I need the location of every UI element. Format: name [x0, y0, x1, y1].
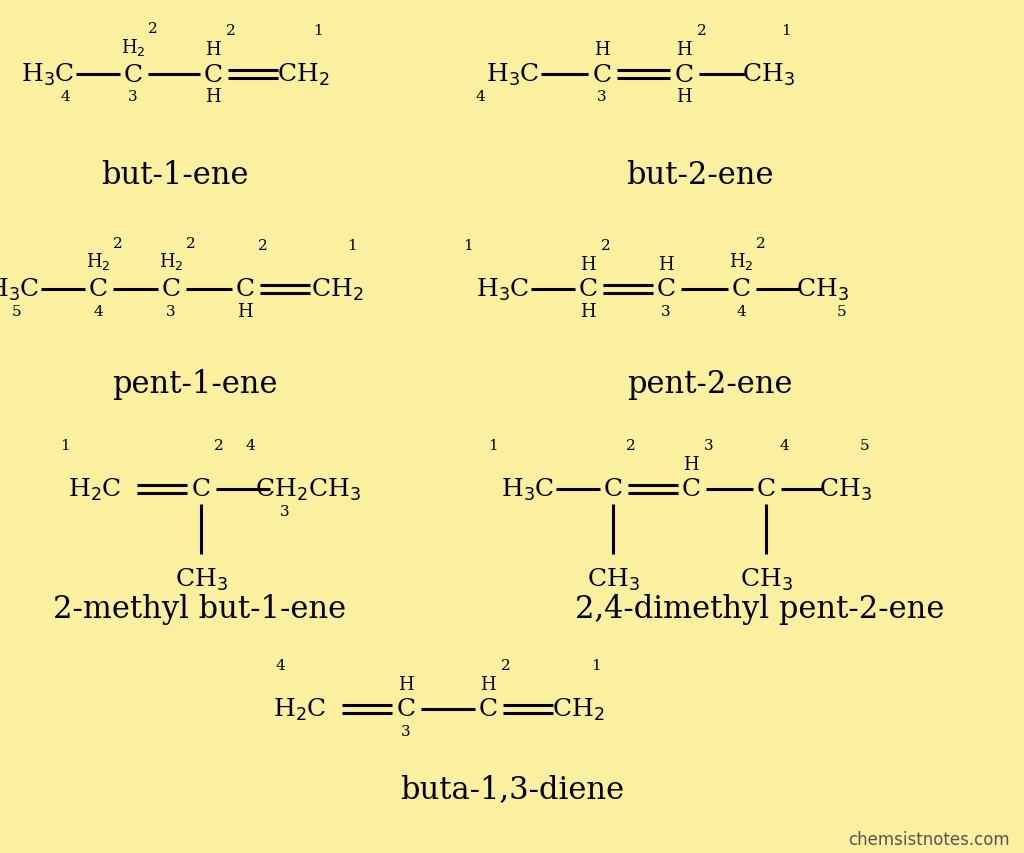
Text: H$_2$: H$_2$ [729, 251, 754, 272]
Text: H$_3$C: H$_3$C [0, 276, 40, 303]
Text: C: C [579, 278, 598, 301]
Text: 2-methyl but-1-ene: 2-methyl but-1-ene [53, 594, 346, 624]
Text: 2: 2 [148, 22, 158, 36]
Text: CH$_3$: CH$_3$ [587, 566, 639, 592]
Text: 5: 5 [838, 305, 847, 319]
Text: H$_3$C: H$_3$C [476, 276, 530, 303]
Text: 1: 1 [781, 24, 791, 38]
Text: buta-1,3-diene: buta-1,3-diene [400, 774, 624, 804]
Text: 2: 2 [601, 239, 611, 252]
Text: H: H [676, 41, 692, 59]
Text: H: H [480, 676, 496, 693]
Text: C: C [396, 698, 416, 721]
Text: CH$_3$: CH$_3$ [818, 476, 871, 502]
Text: CH$_3$: CH$_3$ [174, 566, 227, 592]
Text: C: C [162, 278, 180, 301]
Text: 5: 5 [12, 305, 22, 319]
Text: 3: 3 [597, 90, 607, 104]
Text: 3: 3 [281, 504, 290, 519]
Text: C: C [204, 63, 222, 86]
Text: 2: 2 [226, 24, 236, 38]
Text: 4: 4 [60, 90, 70, 104]
Text: 3: 3 [662, 305, 671, 319]
Text: H: H [581, 303, 596, 321]
Text: C: C [757, 478, 775, 501]
Text: 4: 4 [736, 305, 745, 319]
Text: H: H [658, 256, 674, 274]
Text: C: C [478, 698, 498, 721]
Text: 4: 4 [93, 305, 102, 319]
Text: CH$_3$: CH$_3$ [796, 276, 849, 303]
Text: 4: 4 [779, 438, 788, 452]
Text: 2: 2 [697, 24, 707, 38]
Text: 3: 3 [128, 90, 138, 104]
Text: 2: 2 [756, 237, 766, 251]
Text: C: C [681, 478, 700, 501]
Text: H$_3$C: H$_3$C [502, 476, 555, 502]
Text: 4: 4 [475, 90, 485, 104]
Text: H: H [581, 256, 596, 274]
Text: H: H [205, 41, 221, 59]
Text: H: H [238, 303, 253, 321]
Text: C: C [124, 63, 142, 86]
Text: H: H [676, 88, 692, 106]
Text: but-2-ene: but-2-ene [627, 160, 774, 190]
Text: 2: 2 [214, 438, 224, 452]
Text: 2: 2 [626, 438, 636, 452]
Text: H$_2$: H$_2$ [159, 251, 183, 272]
Text: C: C [191, 478, 211, 501]
Text: H$_3$C: H$_3$C [486, 61, 540, 88]
Text: H$_2$C: H$_2$C [273, 696, 327, 722]
Text: C: C [675, 63, 693, 86]
Text: 1: 1 [463, 239, 473, 252]
Text: 1: 1 [60, 438, 70, 452]
Text: 1: 1 [313, 24, 323, 38]
Text: 2: 2 [258, 239, 268, 252]
Text: C: C [603, 478, 623, 501]
Text: 2: 2 [113, 237, 123, 251]
Text: 4: 4 [275, 659, 285, 672]
Text: H$_2$: H$_2$ [86, 251, 111, 272]
Text: 3: 3 [401, 724, 411, 738]
Text: H: H [398, 676, 414, 693]
Text: 1: 1 [347, 239, 357, 252]
Text: H$_3$C: H$_3$C [22, 61, 75, 88]
Text: 2: 2 [186, 237, 196, 251]
Text: C: C [88, 278, 108, 301]
Text: C: C [593, 63, 611, 86]
Text: but-1-ene: but-1-ene [101, 160, 249, 190]
Text: 4: 4 [245, 438, 255, 452]
Text: CH$_2$CH$_3$: CH$_2$CH$_3$ [255, 476, 361, 502]
Text: H$_2$: H$_2$ [121, 37, 145, 57]
Text: chemsistnotes.com: chemsistnotes.com [848, 830, 1010, 848]
Text: CH$_3$: CH$_3$ [739, 566, 793, 592]
Text: H$_2$C: H$_2$C [69, 476, 122, 502]
Text: 3: 3 [166, 305, 176, 319]
Text: C: C [656, 278, 676, 301]
Text: 1: 1 [488, 438, 498, 452]
Text: 2: 2 [501, 659, 511, 672]
Text: H: H [205, 88, 221, 106]
Text: CH$_2$: CH$_2$ [552, 696, 604, 722]
Text: C: C [236, 278, 255, 301]
Text: CH$_2$: CH$_2$ [276, 61, 330, 88]
Text: C: C [731, 278, 751, 301]
Text: pent-2-ene: pent-2-ene [628, 369, 793, 400]
Text: CH$_3$: CH$_3$ [741, 61, 795, 88]
Text: 1: 1 [591, 659, 601, 672]
Text: CH$_2$: CH$_2$ [310, 276, 364, 303]
Text: H: H [683, 456, 698, 473]
Text: 2,4-dimethyl pent-2-ene: 2,4-dimethyl pent-2-ene [575, 594, 945, 624]
Text: pent-1-ene: pent-1-ene [113, 369, 278, 400]
Text: H: H [594, 41, 610, 59]
Text: 3: 3 [705, 438, 714, 452]
Text: 5: 5 [860, 438, 869, 452]
